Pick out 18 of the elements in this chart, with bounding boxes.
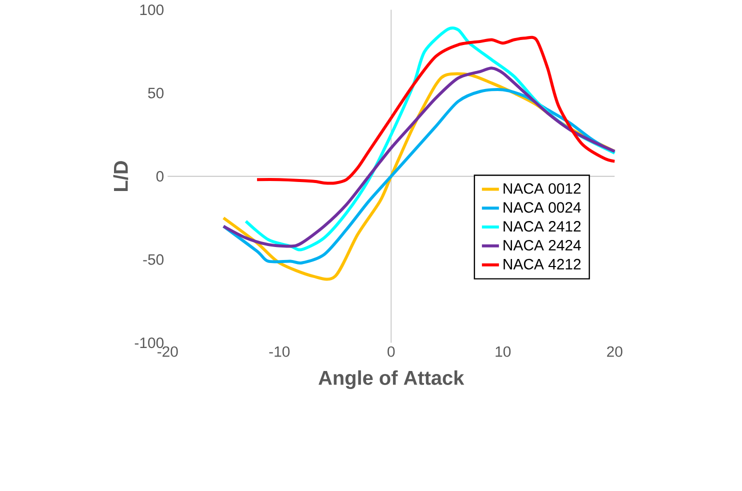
y-tick-label: 0 (156, 171, 164, 182)
x-tick-label: 0 (388, 346, 395, 357)
y-tick-label: 100 (140, 4, 164, 16)
line-series (256, 36, 616, 185)
legend-label: NACA 0024 (504, 202, 581, 213)
legend-label: NACA 0012 (504, 183, 581, 194)
x-tick-label: -20 (157, 346, 178, 357)
x-tick-label: 10 (496, 346, 511, 357)
y-tick-label: -100 (134, 338, 164, 348)
legend-label: NACA 4212 (504, 258, 581, 270)
y-axis-title: L/D (113, 161, 128, 192)
legend-label: NACA 2424 (504, 240, 581, 251)
x-axis-title: Angle of Attack (318, 370, 464, 389)
y-tick-label: 50 (148, 88, 164, 98)
legend-label: NACA 2412 (504, 221, 581, 232)
x-tick-label: 20 (607, 346, 622, 357)
x-tick-label: -10 (269, 346, 290, 357)
y-tick-label: -50 (143, 254, 164, 265)
